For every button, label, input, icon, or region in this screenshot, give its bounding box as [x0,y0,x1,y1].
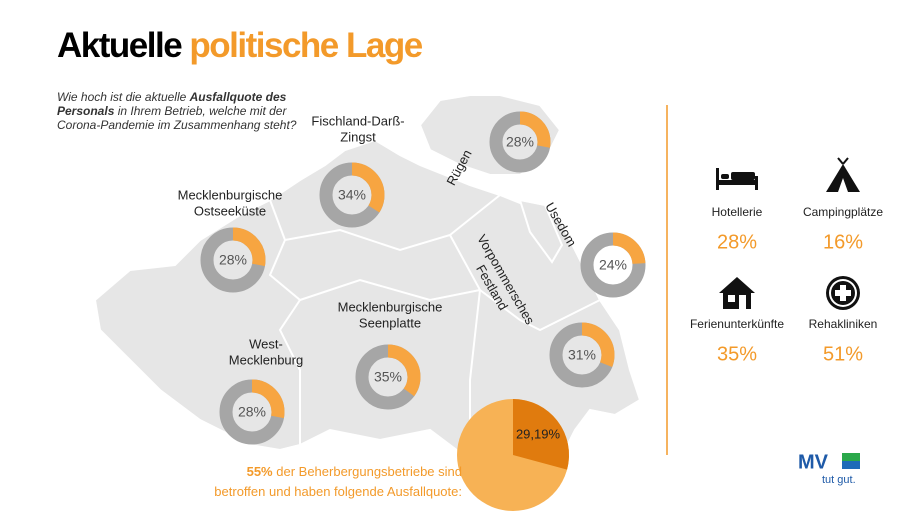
donut-arc [549,322,615,388]
logo-slogan: tut gut. [822,474,856,486]
house-icon [719,277,755,309]
region-name: West- [249,336,283,351]
logo-mark: MV [798,451,829,473]
caption: 55% der Beherbergungsbetriebe sind betrof… [190,462,462,502]
donut-label: 28% [238,404,266,420]
border [449,234,601,332]
region-label: West-Mecklenburg [229,336,303,367]
category-name: Campingplätze [803,205,883,219]
map [93,94,642,472]
region-name: Zingst [340,129,376,144]
usedom [518,198,564,264]
question-text: in Ihrem Betrieb, welche mit der Corona-… [57,104,297,132]
caption-text: der Beherbergungsbetriebe sind [276,464,462,479]
category-name: Ferienunterkünfte [690,317,784,331]
logo-flag [842,453,860,469]
question: Wie hoch ist die aktuelle Ausfallquote d… [57,90,317,132]
caption-highlight: 55% [246,464,273,479]
donut-arc [219,379,285,445]
pie-slice [513,399,569,470]
donut-arc [319,162,385,228]
region-name: Mecklenburgische [178,187,283,202]
donut-label: 28% [506,134,534,150]
region-name: Ostseeküste [194,203,266,218]
bed-icon [716,168,758,190]
category-value: 51% [823,343,863,365]
donut-label: 31% [568,347,596,363]
title-black: Aktuelle [57,26,183,65]
donut-label: 28% [219,252,247,268]
plus-icon [826,276,860,310]
donut-label: 34% [338,187,366,203]
border [284,194,501,252]
donut-label: 24% [599,257,627,273]
region-label: Fischland-Darß-Zingst [311,113,404,144]
question-text: Wie hoch ist die aktuelle [57,90,187,104]
donut-arc [580,232,646,298]
tent-icon [826,157,860,192]
title-orange: politische Lage [189,26,423,65]
donut-arc [200,227,266,293]
donut-arc [489,111,551,173]
donut-arc [355,344,421,410]
caption-text: betroffen und haben folgende Ausfallquot… [214,484,462,499]
question-bold: Ausfallquote des Personals [57,90,287,118]
title: Aktuelle politische Lage [57,26,423,66]
region-name: Fischland-Darß- [311,113,404,128]
pie-label: 29,19% [516,426,561,441]
category-value: 16% [823,231,863,253]
region-name: Mecklenburgische [338,299,443,314]
border [299,278,481,302]
region-name: Mecklenburg [229,352,303,367]
region-name: Seenplatte [359,315,421,330]
donut-label: 35% [374,369,402,385]
category-name: Hotellerie [712,205,763,219]
category-value: 35% [717,343,757,365]
category-value: 28% [717,231,757,253]
category-name: Rehakliniken [809,317,878,331]
